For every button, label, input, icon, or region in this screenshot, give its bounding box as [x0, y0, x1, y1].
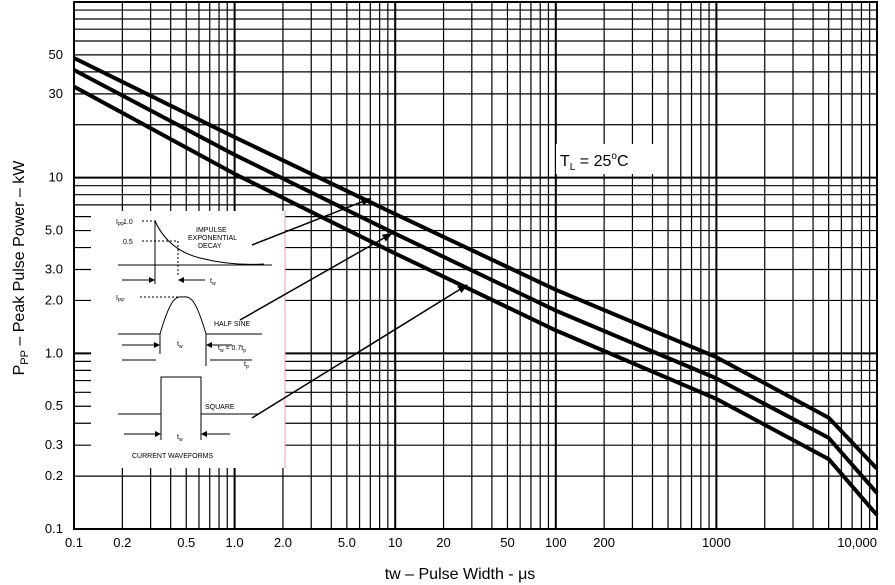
x-tick-label: 20 — [436, 535, 450, 550]
y-tick-label: 5.0 — [45, 223, 63, 238]
y-tick-label: 3.0 — [45, 262, 63, 277]
x-tick-label: 5.0 — [338, 535, 356, 550]
x-tick-label: 100 — [545, 535, 567, 550]
impulse-label-3: DECAY — [198, 243, 222, 250]
x-tick-label: 1000 — [702, 535, 731, 550]
half-sine-label: HALF SINE — [214, 321, 251, 328]
y-tick-label: 0.2 — [45, 468, 63, 483]
y-tick-label: 10 — [49, 170, 63, 185]
x-axis-label: tw – Pulse Width - μs — [385, 566, 536, 583]
x-tick-label: 50 — [500, 535, 514, 550]
x-tick-label: 0.5 — [177, 535, 195, 550]
y-tick-label: 0.3 — [45, 437, 63, 452]
impulse-label-2: EXPONENTIAL — [188, 235, 237, 242]
x-tick-label: 200 — [593, 535, 615, 550]
impulse-level-1: 1.0 — [123, 219, 133, 226]
waveform-inset: IPP 1.0 0.5 IMPULSE EXPONENTIAL DECAY tw… — [91, 211, 285, 468]
y-axis-label: PPP – Peak Pulse Power – kW — [11, 160, 31, 376]
y-tick-label: 30 — [49, 86, 63, 101]
square-label: SQUARE — [205, 404, 235, 411]
y-tick-label: 0.1 — [45, 521, 63, 536]
x-tick-labels: 0.1 0.2 0.5 1.0 2.0 5.0 10 20 50 100 200 1000 10,000 — [65, 535, 877, 550]
x-tick-label: 10,000 — [837, 535, 877, 550]
y-tick-labels: 0.1 0.2 0.3 0.5 1.0 2.0 3.0 5.0 10 30 50 — [45, 47, 63, 536]
impulse-label-1: IMPULSE — [196, 227, 227, 234]
x-tick-label: 0.1 — [65, 535, 83, 550]
x-tick-label: 0.2 — [113, 535, 131, 550]
impulse-level-05: 0.5 — [123, 239, 133, 246]
x-tick-label: 10 — [388, 535, 402, 550]
inset-background — [91, 211, 285, 468]
y-tick-label: 0.5 — [45, 398, 63, 413]
current-waveforms-caption: CURRENT WAVEFORMS — [132, 453, 213, 460]
y-tick-label: 50 — [49, 47, 63, 62]
y-tick-label: 2.0 — [45, 292, 63, 307]
x-tick-label: 1.0 — [226, 535, 244, 550]
y-tick-label: 1.0 — [45, 345, 63, 360]
x-tick-label: 2.0 — [274, 535, 292, 550]
